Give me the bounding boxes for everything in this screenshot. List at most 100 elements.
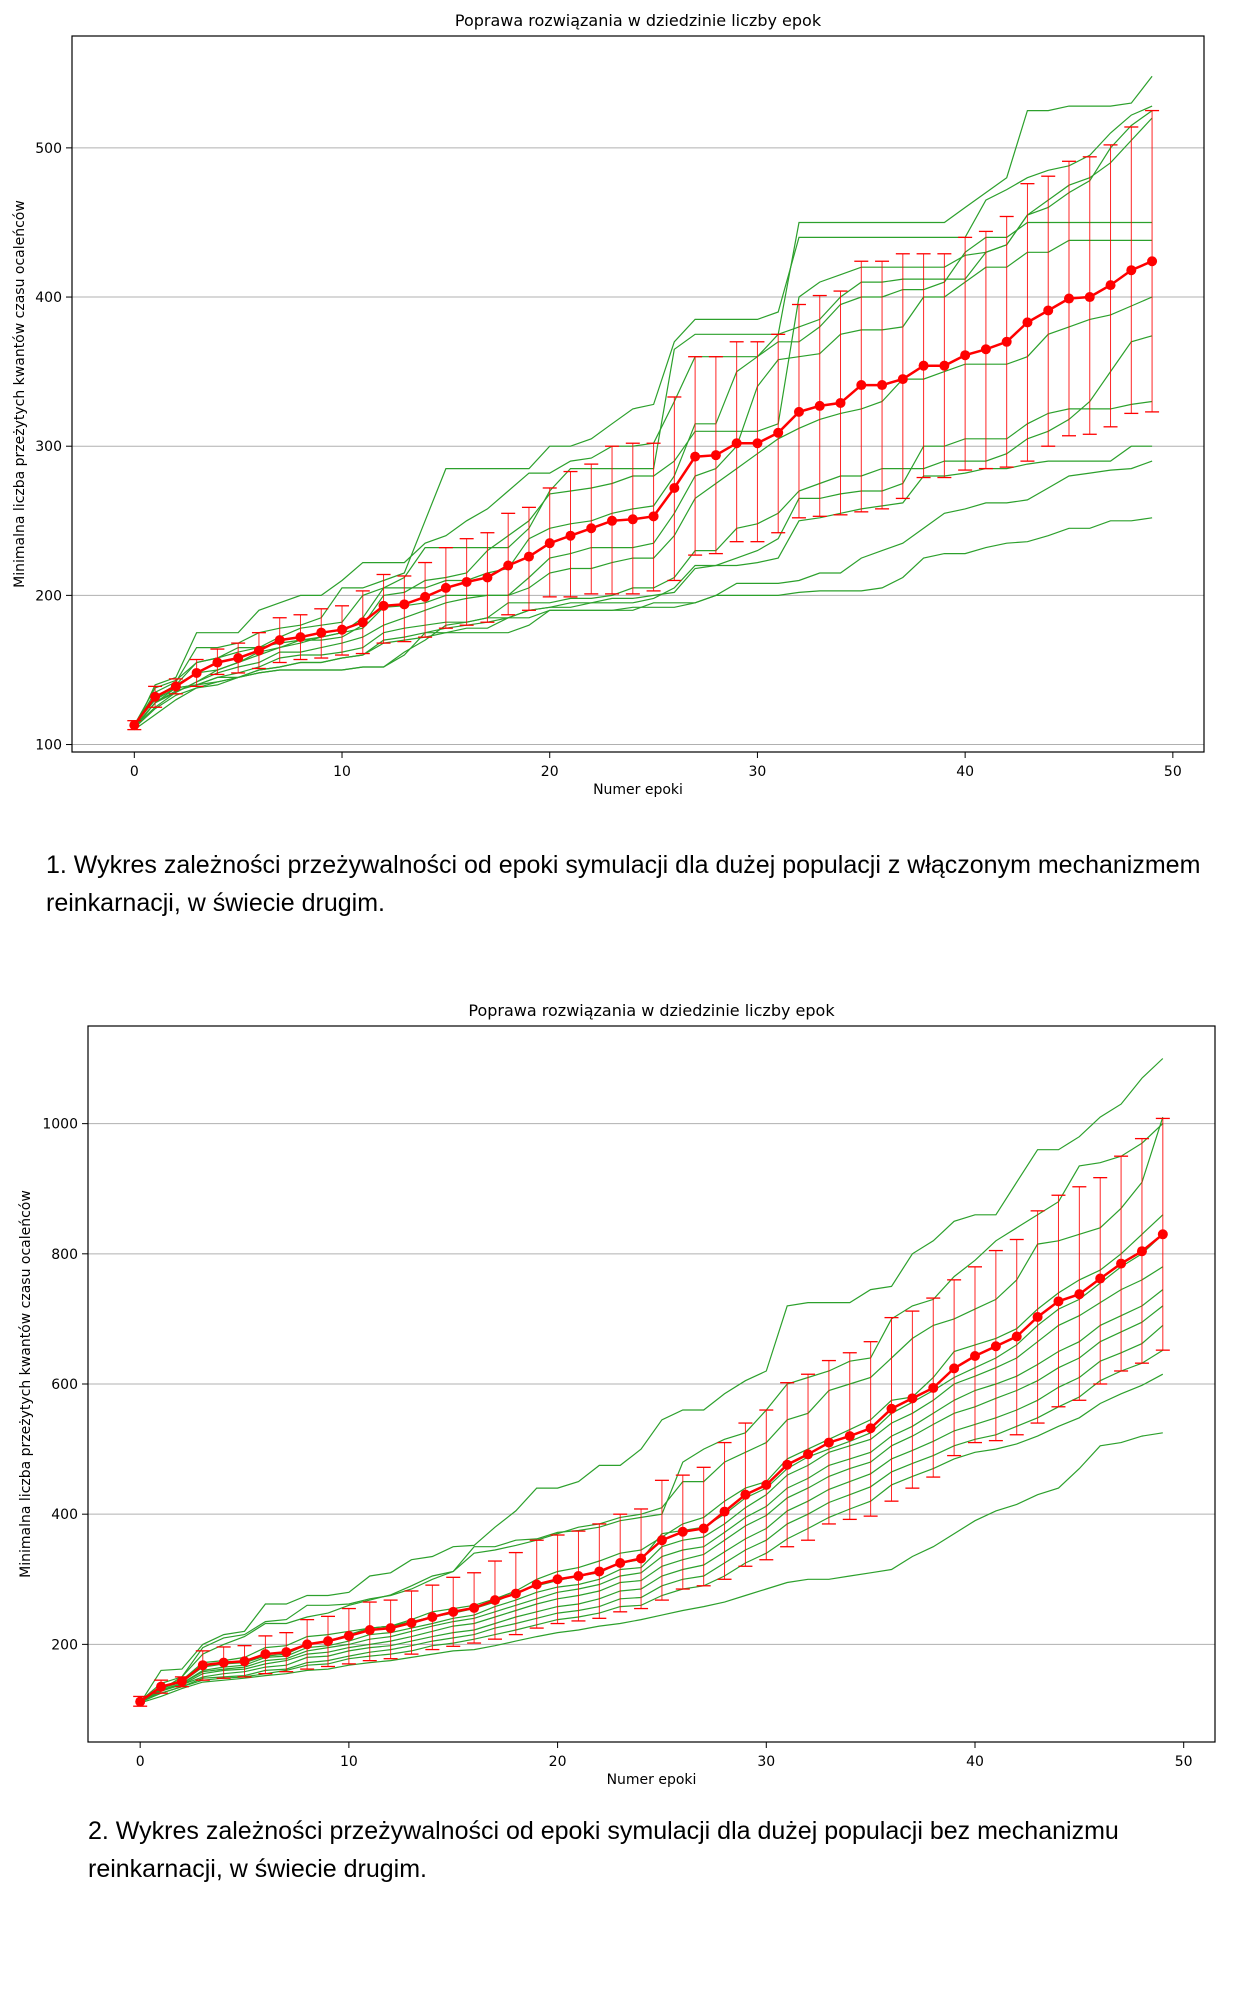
mean-point: [1095, 1274, 1105, 1284]
x-tick-label: 20: [541, 764, 559, 780]
mean-point: [877, 380, 887, 390]
mean-point: [420, 592, 430, 602]
y-axis-label: Minimalna liczba przeżytych kwantów czas…: [18, 1190, 34, 1578]
x-tick-label: 30: [757, 1754, 775, 1770]
mean-point: [649, 511, 659, 521]
mean-point: [171, 681, 181, 691]
mean-point: [275, 635, 285, 645]
mean-point: [219, 1658, 229, 1668]
mean-point: [1158, 1229, 1168, 1239]
x-tick-label: 50: [1164, 764, 1182, 780]
mean-point: [129, 720, 139, 730]
x-tick-label: 50: [1175, 1754, 1193, 1770]
y-tick-label: 1000: [42, 1117, 78, 1133]
mean-point: [135, 1697, 145, 1707]
mean-point: [524, 552, 534, 562]
mean-point: [573, 1571, 583, 1581]
mean-point: [794, 407, 804, 417]
mean-point: [678, 1527, 688, 1537]
y-tick-label: 100: [35, 738, 62, 754]
mean-line: [140, 1234, 1163, 1701]
x-tick-label: 10: [333, 764, 351, 780]
y-tick-label: 800: [51, 1247, 78, 1263]
mean-point: [198, 1660, 208, 1670]
mean-point: [406, 1618, 416, 1628]
mean-point: [156, 1682, 166, 1692]
run-line-5: [140, 1234, 1163, 1701]
mean-point: [1085, 292, 1095, 302]
y-tick-label: 200: [35, 588, 62, 604]
mean-point: [1043, 305, 1053, 315]
mean-point: [316, 628, 326, 638]
run-line-3: [134, 111, 1152, 726]
mean-point: [260, 1649, 270, 1659]
y-tick-label: 600: [51, 1377, 78, 1393]
mean-point: [462, 577, 472, 587]
x-tick-label: 10: [340, 1754, 358, 1770]
mean-point: [657, 1535, 667, 1545]
run-line-8: [134, 336, 1152, 728]
mean-point: [490, 1595, 500, 1605]
mean-point: [1022, 317, 1032, 327]
mean-point: [240, 1656, 250, 1666]
chart-1-svg: 100 200 300 400 500 0 10 20 30 40 50 Poprawa rozwią…: [0, 0, 1252, 800]
plot-frame: [72, 36, 1204, 752]
mean-point: [511, 1589, 521, 1599]
mean-point: [690, 452, 700, 462]
chart-2-svg: 20040060080010000 10 20 30 40 50Poprawa rozwi…: [0, 990, 1252, 1790]
mean-point: [803, 1449, 813, 1459]
mean-point: [1074, 1289, 1084, 1299]
mean-line: [134, 261, 1152, 725]
mean-point: [358, 617, 368, 627]
run-line-12: [134, 518, 1152, 730]
chart-title: Poprawa rozwiązania w dziedzinie liczby …: [455, 11, 822, 30]
mean-point: [448, 1607, 458, 1617]
mean-point: [344, 1631, 354, 1641]
mean-point: [1116, 1259, 1126, 1269]
run-line-1: [134, 76, 1152, 729]
run-line-1: [140, 1059, 1163, 1703]
mean-point: [845, 1431, 855, 1441]
caption-2: 2. Wykres zależności przeżywalności od e…: [88, 1812, 1238, 1888]
mean-point: [866, 1423, 876, 1433]
mean-point: [928, 1383, 938, 1393]
x-tick-label: 0: [130, 764, 139, 780]
mean-point: [970, 1351, 980, 1361]
x-tick-label: 40: [966, 1754, 984, 1770]
mean-point: [981, 344, 991, 354]
mean-point: [907, 1393, 917, 1403]
y-tick-label: 500: [35, 141, 62, 157]
mean-point: [503, 561, 513, 571]
run-line-11: [134, 461, 1152, 728]
y-tick-label: 400: [35, 290, 62, 306]
mean-point: [233, 653, 243, 663]
mean-point: [1002, 337, 1012, 347]
mean-point: [815, 401, 825, 411]
mean-point: [1147, 256, 1157, 266]
mean-point: [1126, 265, 1136, 275]
mean-point: [732, 438, 742, 448]
mean-point: [323, 1636, 333, 1646]
mean-point: [379, 601, 389, 611]
mean-point: [365, 1625, 375, 1635]
mean-point: [565, 531, 575, 541]
mean-point: [586, 523, 596, 533]
mean-point: [594, 1566, 604, 1576]
mean-point: [1012, 1331, 1022, 1341]
mean-point: [441, 583, 451, 593]
mean-point: [1137, 1246, 1147, 1256]
mean-point: [628, 514, 638, 524]
mean-point: [720, 1507, 730, 1517]
mean-point: [636, 1553, 646, 1563]
mean-point: [545, 538, 555, 548]
mean-point: [711, 450, 721, 460]
chart-2: 200 400 600 800 1000 0 10 20 30 40 50 Poprawa rozwi…: [0, 990, 1252, 1790]
mean-point: [1106, 280, 1116, 290]
chart-title: Poprawa rozwiązania w dziedzinie liczby …: [468, 1001, 835, 1020]
chart-1: 100 200 300 400 500 0 10 20 30 40 50 Poprawa rozwią…: [0, 0, 1252, 800]
mean-point: [991, 1341, 1001, 1351]
x-tick-label: 20: [549, 1754, 567, 1770]
run-line-5: [134, 223, 1152, 724]
mean-point: [761, 1480, 771, 1490]
mean-point: [887, 1404, 897, 1414]
